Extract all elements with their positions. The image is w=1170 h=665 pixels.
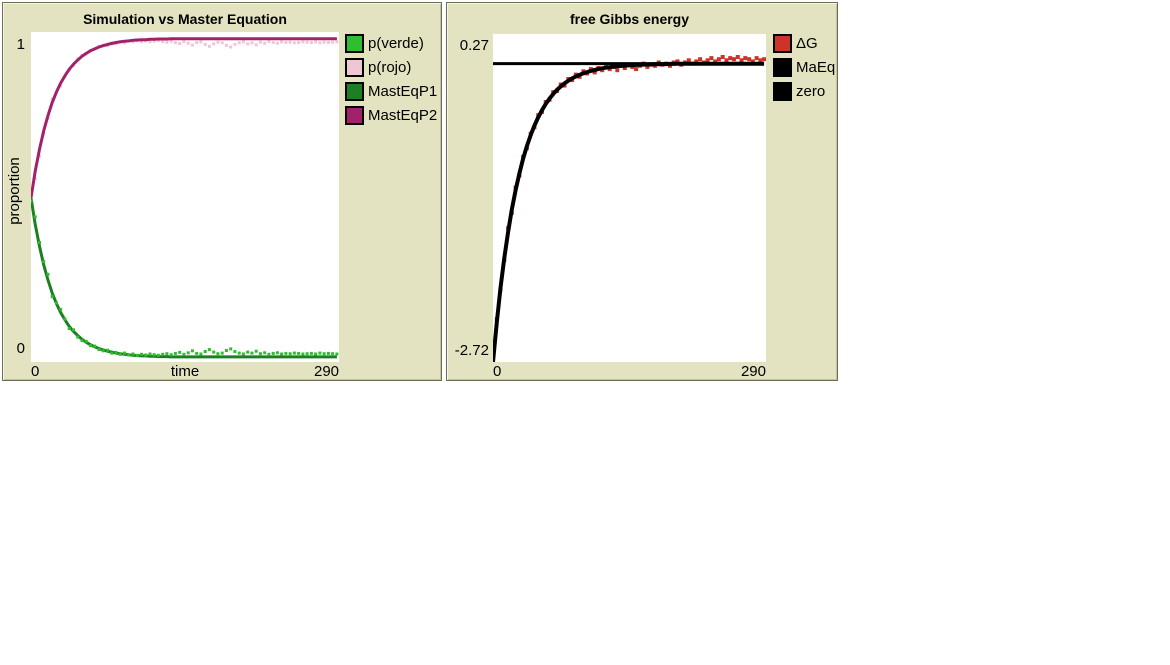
x-axis-title: time xyxy=(170,363,200,380)
plot-legend: ΔG MaEq zero xyxy=(773,34,835,106)
x-axis-min-label: 0 xyxy=(493,363,502,380)
plot-title: free Gibbs energy xyxy=(569,11,690,27)
y-axis-min-label: -2.72 xyxy=(454,342,489,359)
legend-swatch xyxy=(345,34,364,53)
legend-item: p(verde) xyxy=(345,34,437,53)
x-axis-row: 0 time 290 xyxy=(31,363,339,381)
y-axis-min-label: 0 xyxy=(16,340,25,357)
plot-legend: p(verde) p(rojo) MastEqP1 MastEqP2 xyxy=(345,34,437,130)
legend-item: zero xyxy=(773,82,835,101)
plot-title: Simulation vs Master Equation xyxy=(83,11,287,27)
legend-label: p(verde) xyxy=(368,35,424,52)
legend-item: MastEqP1 xyxy=(345,82,437,101)
legend-label: MastEqP2 xyxy=(368,107,438,124)
legend-swatch xyxy=(345,58,364,77)
legend-swatch xyxy=(773,82,792,101)
y-axis-max-label: 0.27 xyxy=(459,37,489,54)
legend-item: ΔG xyxy=(773,34,835,53)
legend-item: p(rojo) xyxy=(345,58,437,77)
x-axis-row: 0 290 xyxy=(493,363,766,381)
plot-area xyxy=(31,32,339,362)
plot-widget-free-gibbs-energy: free Gibbs energy 0.27 -2.72 0 290 ΔG MaE… xyxy=(446,2,838,381)
legend-label: MaEq xyxy=(796,59,836,76)
y-axis-title: proportion xyxy=(6,157,23,225)
legend-label: zero xyxy=(796,83,826,100)
legend-label: ΔG xyxy=(796,35,818,52)
plot-area xyxy=(493,34,766,362)
legend-label: p(rojo) xyxy=(368,59,412,76)
legend-swatch xyxy=(773,58,792,77)
legend-item: MaEq xyxy=(773,58,835,77)
plot-canvas xyxy=(493,55,766,362)
legend-swatch xyxy=(345,82,364,101)
plot-canvas xyxy=(31,37,339,359)
x-axis-max-label: 290 xyxy=(313,363,340,380)
legend-swatch xyxy=(345,106,364,125)
legend-swatch xyxy=(773,34,792,53)
plot-widget-simulation-vs-master-equation: Simulation vs Master Equation 1 0 propor… xyxy=(2,2,442,381)
x-axis-max-label: 290 xyxy=(740,363,766,380)
legend-item: MastEqP2 xyxy=(345,106,437,125)
y-axis-max-label: 1 xyxy=(16,36,25,53)
x-axis-min-label: 0 xyxy=(31,363,40,380)
legend-label: MastEqP1 xyxy=(368,83,438,100)
